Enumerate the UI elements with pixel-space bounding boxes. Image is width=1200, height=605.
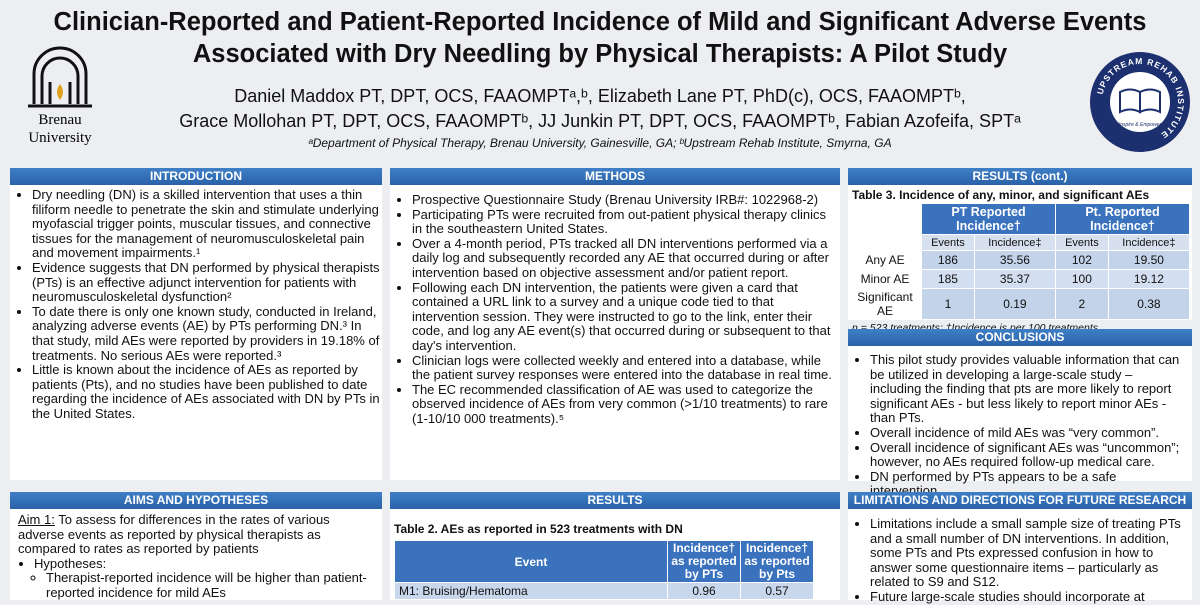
table-cell: M1: Bruising/Hematoma <box>394 582 668 600</box>
title-line: Clinician-Reported and Patient-Reported … <box>53 8 1147 36</box>
table-row: Minor AE 185 35.37 100 19.12 <box>848 269 1191 289</box>
sub-header: Events <box>1054 234 1109 251</box>
bullet: Clinician logs were collected weekly and… <box>412 353 832 383</box>
column-header: Incidence† as reported by PTs <box>667 540 741 583</box>
table-cell: Significant AE <box>848 288 922 320</box>
bullet: This pilot study provides valuable infor… <box>870 352 1186 426</box>
bullet: Overall incidence of mild AEs was “very … <box>870 425 1186 441</box>
table-cell: 100 <box>1054 269 1109 289</box>
sub-header: Incidence‡ <box>1107 234 1191 251</box>
section-heading: RESULTS (cont.) <box>848 168 1192 185</box>
results-panel: RESULTS Table 2. AEs as reported in 523 … <box>390 492 840 600</box>
column-header: Event <box>394 540 668 583</box>
conclusions-panel: CONCLUSIONS This pilot study provides va… <box>848 329 1192 498</box>
section-heading: AIMS AND HYPOTHESES <box>10 492 382 509</box>
table-row: Any AE 186 35.56 102 19.50 <box>848 250 1191 270</box>
sub-header: Events <box>920 234 975 251</box>
aim-label: Aim 1: <box>18 512 55 527</box>
bullet: Overall incidence of significant AEs was… <box>870 440 1186 470</box>
authors: Daniel Maddox PT, DPT, OCS, FAAOMPTᵃ,ᵇ, … <box>0 84 1200 134</box>
logo-text: Brenau <box>38 112 82 128</box>
group-header: PT Reported Incidence† <box>920 203 1056 235</box>
author-line: Grace Mollohan PT, DPT, OCS, FAAOMPTᵇ, J… <box>179 111 1021 131</box>
logo-motto: Inspire & Empower <box>1119 122 1162 128</box>
introduction-panel: INTRODUCTION Dry needling (DN) is a skil… <box>10 168 382 480</box>
bullet: Therapist-reported incidence will be hig… <box>46 571 382 600</box>
upstream-logo: UPSTREAM REHAB INSTITUTE Inspire & Empow… <box>1090 52 1190 152</box>
logo-text: University <box>28 130 92 146</box>
table-cell: 2 <box>1054 288 1109 320</box>
column-header: Incidence† as reported by Pts <box>740 540 814 583</box>
table-cell: 186 <box>920 250 975 270</box>
results-cont-panel: RESULTS (cont.) Table 3. Incidence of an… <box>848 168 1192 334</box>
bullet: Participating PTs were recruited from ou… <box>412 207 832 237</box>
table-3: PT Reported Incidence† Pt. Reported Incid… <box>848 203 1191 320</box>
bullet: The EC recommended classification of AE … <box>412 382 832 427</box>
table-cell: Any AE <box>848 250 922 270</box>
brenau-logo: Brenau University <box>28 46 92 146</box>
table-row: Significant AE 1 0.19 2 0.38 <box>848 288 1191 320</box>
aim-body: To assess for differences in the rates o… <box>18 512 330 557</box>
title: Clinician-Reported and Patient-Reported … <box>0 6 1200 70</box>
section-heading: RESULTS <box>390 492 840 509</box>
table-cell: 1 <box>920 288 975 320</box>
aims-panel: AIMS AND HYPOTHESES Aim 1: To assess for… <box>10 492 382 600</box>
section-heading: INTRODUCTION <box>10 168 382 185</box>
bullet: Limitations include a small sample size … <box>870 516 1186 590</box>
title-line: Associated with Dry Needling by Physical… <box>192 40 1008 68</box>
bullet: Little is known about the incidence of A… <box>32 362 382 421</box>
bullet-list: Dry needling (DN) is a skilled intervent… <box>10 187 382 422</box>
table-cell: 0.96 <box>667 582 741 600</box>
bullet-list: Prospective Questionnaire Study (Brenau … <box>390 192 840 427</box>
table-cell: 0.38 <box>1107 288 1191 320</box>
bullet-list: Therapist-reported incidence will be hig… <box>18 571 382 600</box>
bullet: Over a 4-month period, PTs tracked all D… <box>412 236 832 281</box>
section-heading: CONCLUSIONS <box>848 329 1192 346</box>
group-header: Pt. Reported Incidence† <box>1054 203 1191 235</box>
hypotheses-list: Hypotheses: <box>12 556 382 572</box>
table-cell: 35.37 <box>973 269 1056 289</box>
table-caption: Table 3. Incidence of any, minor, and si… <box>852 188 1150 202</box>
table-caption: Table 2. AEs as reported in 523 treatmen… <box>394 522 683 536</box>
bullet-list: Limitations include a small sample size … <box>848 516 1192 605</box>
table-cell: 0.19 <box>973 288 1056 320</box>
bullet: Following each DN intervention, the pati… <box>412 280 832 354</box>
bullet: Future large-scale studies should incorp… <box>870 589 1186 605</box>
table-cell: Minor AE <box>848 269 922 289</box>
table-cell: 102 <box>1054 250 1109 270</box>
limitations-panel: LIMITATIONS AND DIRECTIONS FOR FUTURE RE… <box>848 492 1192 604</box>
section-heading: METHODS <box>390 168 840 185</box>
section-heading: LIMITATIONS AND DIRECTIONS FOR FUTURE RE… <box>848 492 1192 509</box>
table-cell: 35.56 <box>973 250 1056 270</box>
aim-text: Aim 1: To assess for differences in the … <box>10 509 382 557</box>
sub-header: Incidence‡ <box>973 234 1056 251</box>
table-2: Event Incidence† as reported by PTs Incide… <box>394 540 814 600</box>
table-cell: 0.57 <box>740 582 814 600</box>
table-cell: 19.50 <box>1107 250 1191 270</box>
author-line: Daniel Maddox PT, DPT, OCS, FAAOMPTᵃ,ᵇ, … <box>234 86 966 106</box>
bullet: Evidence suggests that DN performed by p… <box>32 260 382 305</box>
hypotheses-label: Hypotheses: <box>34 556 382 572</box>
methods-panel: METHODS Prospective Questionnaire Study … <box>390 168 840 480</box>
bullet: Dry needling (DN) is a skilled intervent… <box>32 187 382 261</box>
bullet: To date there is only one known study, c… <box>32 304 382 363</box>
table-row: M1: Bruising/Hematoma 0.96 0.57 <box>394 582 814 600</box>
bullet: Prospective Questionnaire Study (Brenau … <box>412 192 832 208</box>
affiliations: ᵃDepartment of Physical Therapy, Brenau … <box>308 136 892 150</box>
table-cell: 185 <box>920 269 975 289</box>
bullet-list: This pilot study provides valuable infor… <box>848 352 1192 499</box>
table-cell: 19.12 <box>1107 269 1191 289</box>
